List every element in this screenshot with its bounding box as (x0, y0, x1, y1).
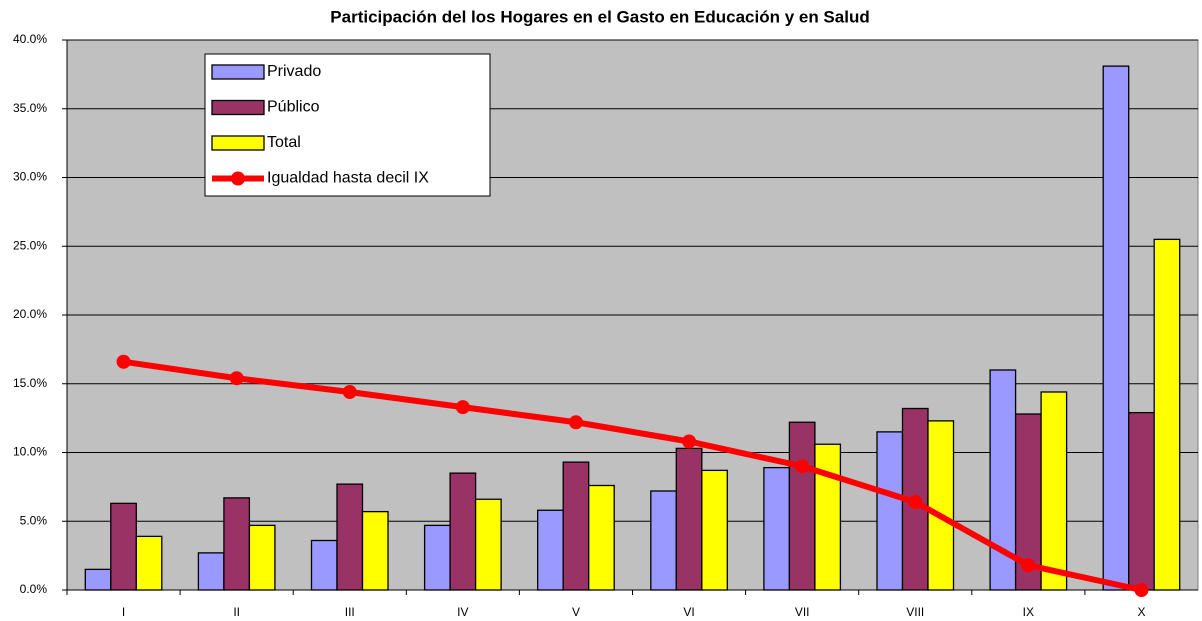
x-tick-label: VI (683, 605, 694, 619)
marker (1021, 558, 1036, 573)
y-tick-label: 0.0% (20, 582, 48, 596)
bar (1040, 391, 1068, 591)
bar (248, 524, 276, 591)
marker (795, 459, 810, 474)
marker (908, 495, 923, 509)
bar (1128, 411, 1155, 591)
y-tick-label: 15.0% (13, 376, 47, 390)
y-tick-label: 35.0% (13, 101, 47, 115)
bar (423, 524, 451, 591)
x-tick-label: VII (795, 605, 810, 619)
x-tick-label: III (345, 605, 355, 619)
bar (449, 472, 477, 591)
bar (927, 420, 955, 591)
bar (336, 483, 364, 591)
x-tick-label: VIII (906, 605, 924, 619)
marker (1134, 583, 1149, 597)
bar (1153, 238, 1181, 591)
x-tick-label: X (1137, 605, 1145, 619)
bar (876, 431, 904, 591)
y-tick-label: 10.0% (13, 445, 47, 459)
legend-swatch (211, 135, 265, 151)
legend-label: Público (267, 99, 320, 116)
marker (116, 354, 131, 369)
bar (135, 535, 163, 591)
bar (650, 490, 677, 591)
marker (455, 400, 470, 415)
marker (229, 371, 244, 386)
bar (1102, 65, 1130, 591)
legend-swatch (211, 99, 265, 116)
bar (84, 568, 112, 591)
x-tick-label: IX (1023, 605, 1034, 619)
bar (223, 497, 251, 591)
x-tick-label: IV (457, 605, 468, 619)
bar (361, 510, 389, 591)
bar (310, 539, 338, 591)
bar (110, 502, 137, 591)
bar (788, 421, 816, 591)
line (123, 358, 1143, 593)
legend-label: Igualdad hasta decil IX (267, 170, 429, 187)
bar (537, 509, 564, 591)
y-tick-label: 5.0% (20, 513, 48, 527)
x-tick-label: V (572, 605, 580, 619)
x-tick-label: I (122, 605, 125, 619)
legend-swatch (231, 171, 245, 186)
marker (342, 385, 357, 399)
y-tick-label: 20.0% (13, 307, 47, 321)
bar (701, 469, 728, 591)
y-tick-label: 30.0% (13, 170, 47, 184)
marker (568, 415, 583, 430)
bar (474, 498, 502, 591)
bar (588, 484, 615, 591)
bar (763, 466, 791, 591)
marker (682, 434, 697, 449)
y-tick-label: 40.0% (13, 32, 47, 46)
chart-title: Participación del los Hogares en el Gast… (330, 7, 869, 26)
legend-swatch (211, 64, 265, 80)
legend-label: Total (267, 134, 301, 151)
bar (562, 461, 590, 591)
y-tick-label: 25.0% (13, 238, 47, 252)
bar (814, 443, 842, 591)
x-tick-label: II (233, 605, 240, 619)
bar (675, 447, 703, 591)
bar (197, 552, 225, 591)
legend-label: Privado (267, 63, 321, 80)
